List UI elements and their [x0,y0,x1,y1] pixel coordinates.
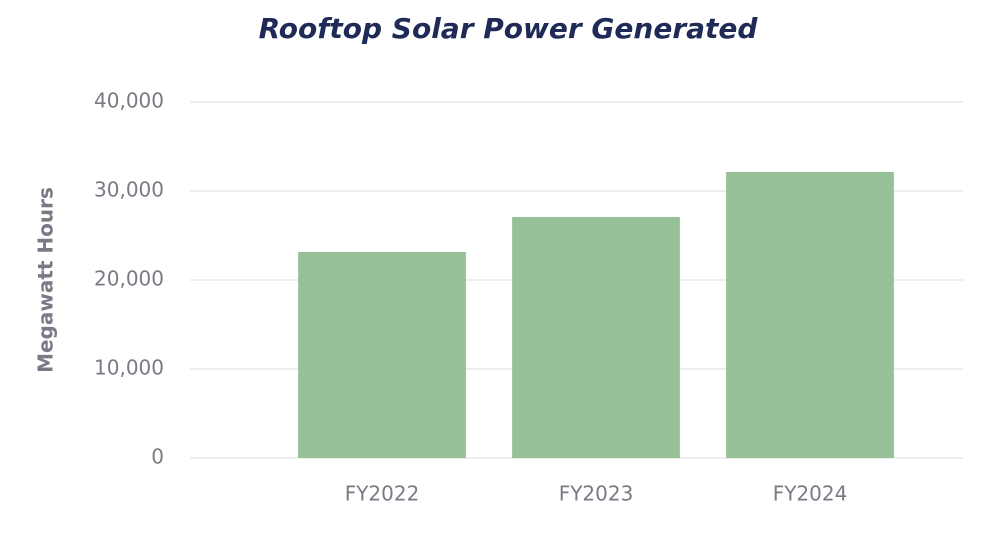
y-tick-label: 40,000 [94,89,164,113]
y-tick-label: 10,000 [94,356,164,380]
bar [298,251,466,458]
bar [726,171,894,459]
chart-title: Rooftop Solar Power Generated [259,12,759,45]
y-tick-label: 20,000 [94,267,164,291]
x-tick-label: FY2024 [773,482,848,506]
y-tick-label: 0 [151,445,164,469]
x-tick-label: FY2022 [345,482,420,506]
bar [512,216,680,458]
x-tick-label: FY2023 [559,482,634,506]
y-axis-label: Megawatt Hours [34,187,58,373]
y-tick-label: 30,000 [94,178,164,202]
